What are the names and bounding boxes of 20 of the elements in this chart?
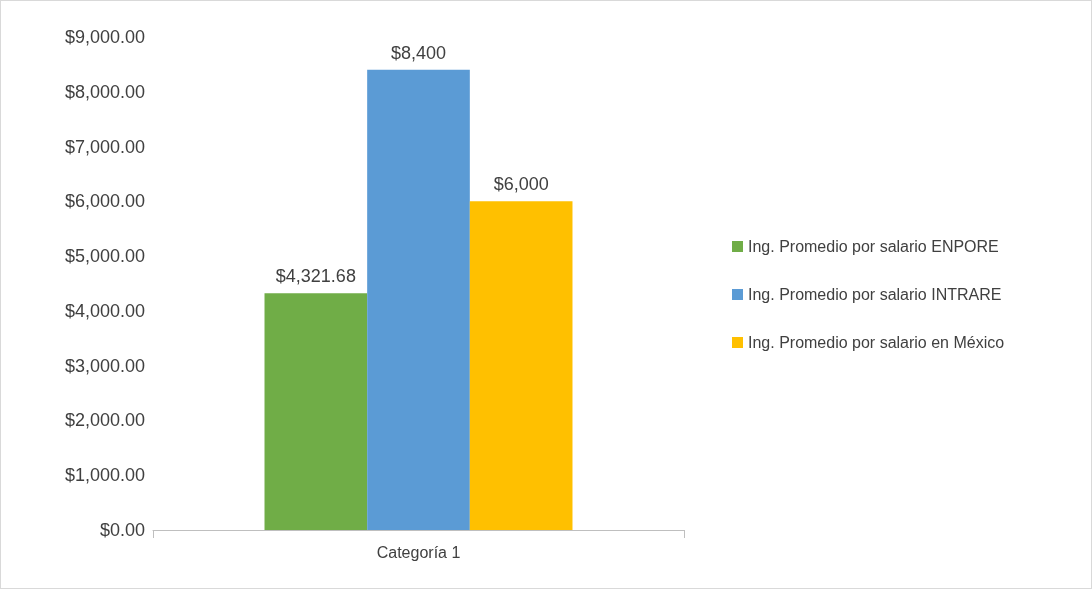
y-tick-label: $7,000.00 bbox=[64, 136, 145, 157]
legend-label: Ing. Promedio por salario ENPORE bbox=[748, 238, 999, 255]
y-tick-label: $1,000.00 bbox=[64, 465, 145, 486]
legend-label: Ing. Promedio por salario en México bbox=[748, 334, 1005, 351]
x-tick-label: Categoría 1 bbox=[376, 543, 461, 561]
bar bbox=[264, 293, 368, 530]
bar bbox=[469, 201, 573, 530]
y-tick-label: $5,000.00 bbox=[64, 246, 145, 267]
legend-label: Ing. Promedio por salario INTRARE bbox=[748, 286, 1002, 303]
y-tick-label: $8,000.00 bbox=[64, 81, 145, 102]
bar bbox=[367, 69, 470, 530]
data-label: $6,000 bbox=[493, 174, 549, 195]
data-label: $8,400 bbox=[390, 42, 447, 63]
y-tick-label: $6,000.00 bbox=[64, 191, 145, 212]
y-tick-label: $0.00 bbox=[99, 520, 145, 540]
y-tick-label: $4,000.00 bbox=[64, 300, 145, 321]
data-label: $4,321.68 bbox=[275, 266, 356, 287]
y-tick-label: $2,000.00 bbox=[64, 410, 145, 431]
y-tick-label: $3,000.00 bbox=[64, 355, 145, 376]
y-tick-label: $9,000.00 bbox=[64, 27, 145, 47]
